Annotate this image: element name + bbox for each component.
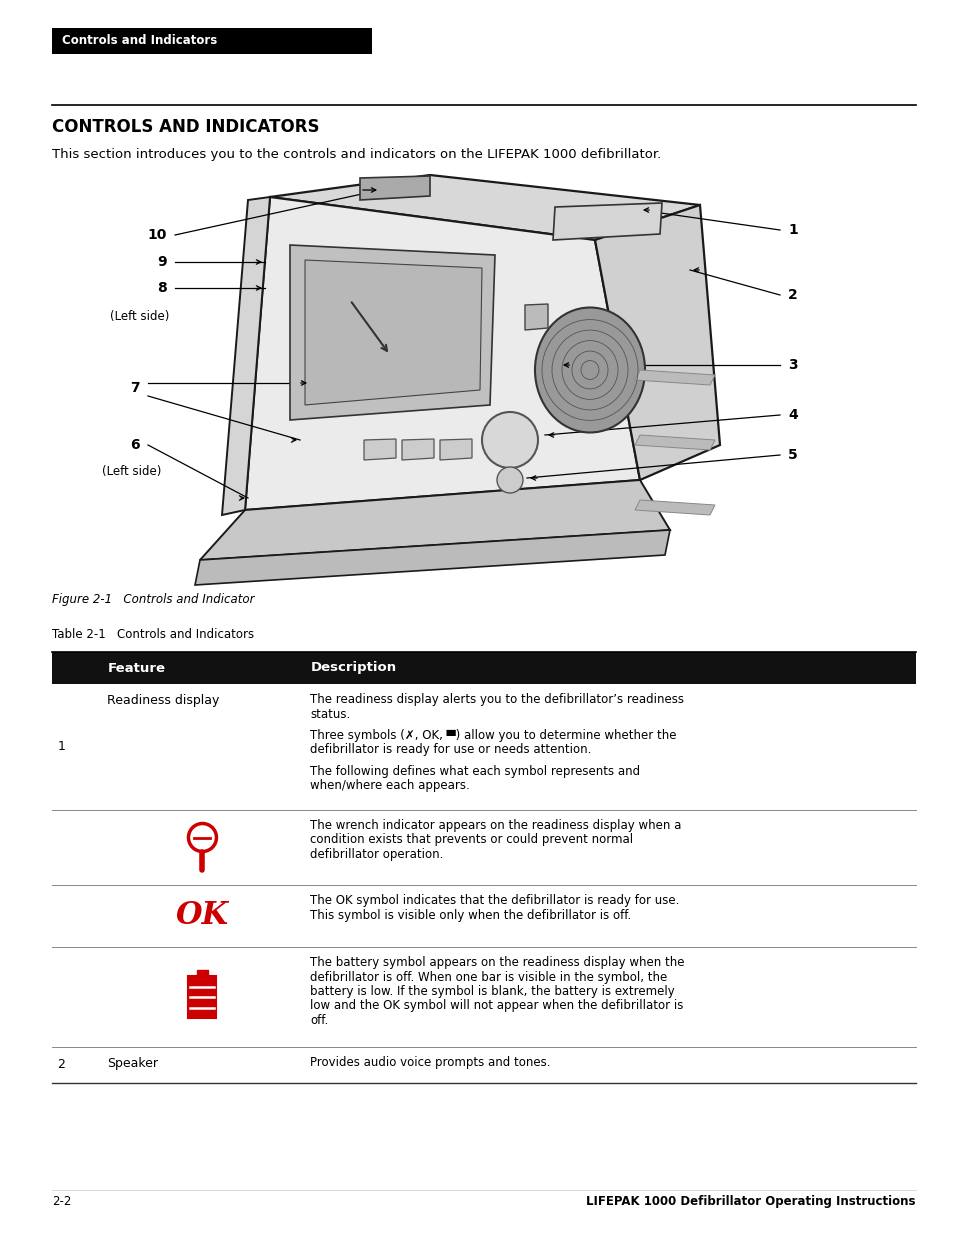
Polygon shape xyxy=(305,261,481,405)
Text: Readiness display: Readiness display xyxy=(108,694,219,706)
Text: The battery symbol appears on the readiness display when the: The battery symbol appears on the readin… xyxy=(310,956,684,969)
Bar xyxy=(52,885,915,947)
Text: CONTROLS AND INDICATORS: CONTROLS AND INDICATORS xyxy=(52,119,319,136)
Bar xyxy=(52,652,915,684)
Polygon shape xyxy=(359,177,430,200)
Bar xyxy=(52,947,915,1047)
Polygon shape xyxy=(270,175,700,240)
Text: 5: 5 xyxy=(787,448,797,462)
Text: Feature: Feature xyxy=(108,662,165,674)
Bar xyxy=(52,1047,915,1083)
Text: The OK symbol indicates that the defibrillator is ready for use.: The OK symbol indicates that the defibri… xyxy=(310,894,679,906)
Ellipse shape xyxy=(535,308,644,432)
Polygon shape xyxy=(194,530,669,585)
Text: LIFEPAK 1000 Defibrillator Operating Instructions: LIFEPAK 1000 Defibrillator Operating Ins… xyxy=(586,1195,915,1208)
Polygon shape xyxy=(553,203,661,240)
Text: 4: 4 xyxy=(787,408,797,422)
Text: Description: Description xyxy=(310,662,396,674)
Polygon shape xyxy=(364,438,395,459)
Polygon shape xyxy=(245,198,639,510)
Text: defibrillator operation.: defibrillator operation. xyxy=(310,848,443,861)
Text: 9: 9 xyxy=(157,254,167,269)
Text: Speaker: Speaker xyxy=(108,1057,158,1070)
Text: (Left side): (Left side) xyxy=(111,310,170,324)
Text: defibrillator is off. When one bar is visible in the symbol, the: defibrillator is off. When one bar is vi… xyxy=(310,971,667,983)
Bar xyxy=(189,976,216,1018)
Polygon shape xyxy=(439,438,472,459)
Text: 2: 2 xyxy=(57,1058,65,1072)
Text: 1: 1 xyxy=(787,224,797,237)
Text: battery is low. If the symbol is blank, the battery is extremely: battery is low. If the symbol is blank, … xyxy=(310,986,675,998)
Polygon shape xyxy=(524,304,547,330)
Bar xyxy=(52,810,915,885)
Text: condition exists that prevents or could prevent normal: condition exists that prevents or could … xyxy=(310,834,633,846)
Text: 3: 3 xyxy=(787,358,797,372)
Polygon shape xyxy=(401,438,434,459)
Circle shape xyxy=(481,412,537,468)
Bar xyxy=(52,684,915,810)
Text: Controls and Indicators: Controls and Indicators xyxy=(62,35,217,47)
Text: This symbol is visible only when the defibrillator is off.: This symbol is visible only when the def… xyxy=(310,909,631,921)
Circle shape xyxy=(497,467,522,493)
Text: when/where each appears.: when/where each appears. xyxy=(310,779,470,793)
Text: Figure 2-1   Controls and Indicator: Figure 2-1 Controls and Indicator xyxy=(52,593,254,606)
Bar xyxy=(196,969,208,977)
Text: 2-2: 2-2 xyxy=(52,1195,71,1208)
Text: low and the OK symbol will not appear when the defibrillator is: low and the OK symbol will not appear wh… xyxy=(310,999,683,1013)
Polygon shape xyxy=(290,245,495,420)
Text: 8: 8 xyxy=(157,282,167,295)
Text: The wrench indicator appears on the readiness display when a: The wrench indicator appears on the read… xyxy=(310,819,681,832)
Bar xyxy=(52,28,372,54)
Polygon shape xyxy=(222,198,270,515)
Text: 6: 6 xyxy=(131,438,140,452)
Polygon shape xyxy=(595,205,720,480)
Text: OK: OK xyxy=(175,900,229,931)
Text: 1: 1 xyxy=(57,741,65,753)
Text: off.: off. xyxy=(310,1014,329,1028)
Polygon shape xyxy=(200,480,669,559)
Polygon shape xyxy=(635,500,714,515)
Text: defibrillator is ready for use or needs attention.: defibrillator is ready for use or needs … xyxy=(310,743,591,757)
Polygon shape xyxy=(635,370,714,385)
Text: Three symbols (✗, OK, ▀) allow you to determine whether the: Three symbols (✗, OK, ▀) allow you to de… xyxy=(310,729,677,742)
Text: 10: 10 xyxy=(148,228,167,242)
Text: status.: status. xyxy=(310,708,351,720)
Text: 7: 7 xyxy=(131,382,140,395)
Text: The following defines what each symbol represents and: The following defines what each symbol r… xyxy=(310,764,639,778)
Polygon shape xyxy=(635,435,714,450)
Text: (Left side): (Left side) xyxy=(102,466,161,478)
Text: 2: 2 xyxy=(787,288,797,303)
Text: Provides audio voice prompts and tones.: Provides audio voice prompts and tones. xyxy=(310,1056,551,1070)
Text: The readiness display alerts you to the defibrillator’s readiness: The readiness display alerts you to the … xyxy=(310,693,683,706)
Text: Table 2-1   Controls and Indicators: Table 2-1 Controls and Indicators xyxy=(52,629,254,641)
Text: This section introduces you to the controls and indicators on the LIFEPAK 1000 d: This section introduces you to the contr… xyxy=(52,148,661,161)
